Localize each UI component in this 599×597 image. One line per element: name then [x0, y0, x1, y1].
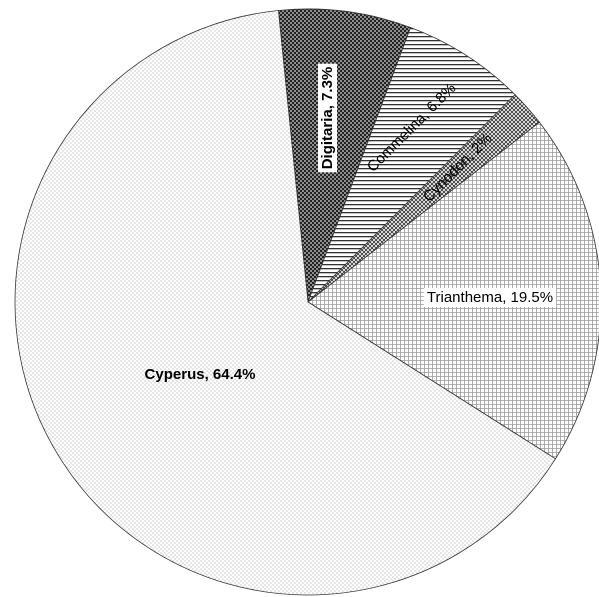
- slice-label: Trianthema, 19.5%: [423, 287, 557, 307]
- value-label: 19.5%: [511, 289, 554, 306]
- label-separator: ,: [502, 289, 510, 306]
- pie-slice: [307, 27, 516, 303]
- data-label: Cyperus, 64.4%: [145, 366, 256, 383]
- pie-slice: [14, 10, 557, 596]
- label-background: [423, 287, 557, 307]
- data-label: Trianthema, 19.5%: [427, 289, 553, 306]
- category-name: Cyperus: [145, 366, 205, 383]
- slice-label: Digitaria, 7.3%: [317, 63, 337, 173]
- label-separator: ,: [205, 366, 213, 383]
- pie-slice: [277, 8, 412, 303]
- value-label: 7.3%: [319, 67, 336, 101]
- category-name: Digitaria: [319, 109, 336, 170]
- data-label: Digitaria, 7.3%: [319, 67, 336, 170]
- slice-label: Cyperus, 64.4%: [145, 366, 256, 383]
- label-background: [317, 63, 337, 173]
- value-label: 64.4%: [213, 366, 256, 383]
- label-separator: ,: [319, 101, 336, 109]
- category-name: Trianthema: [427, 289, 503, 306]
